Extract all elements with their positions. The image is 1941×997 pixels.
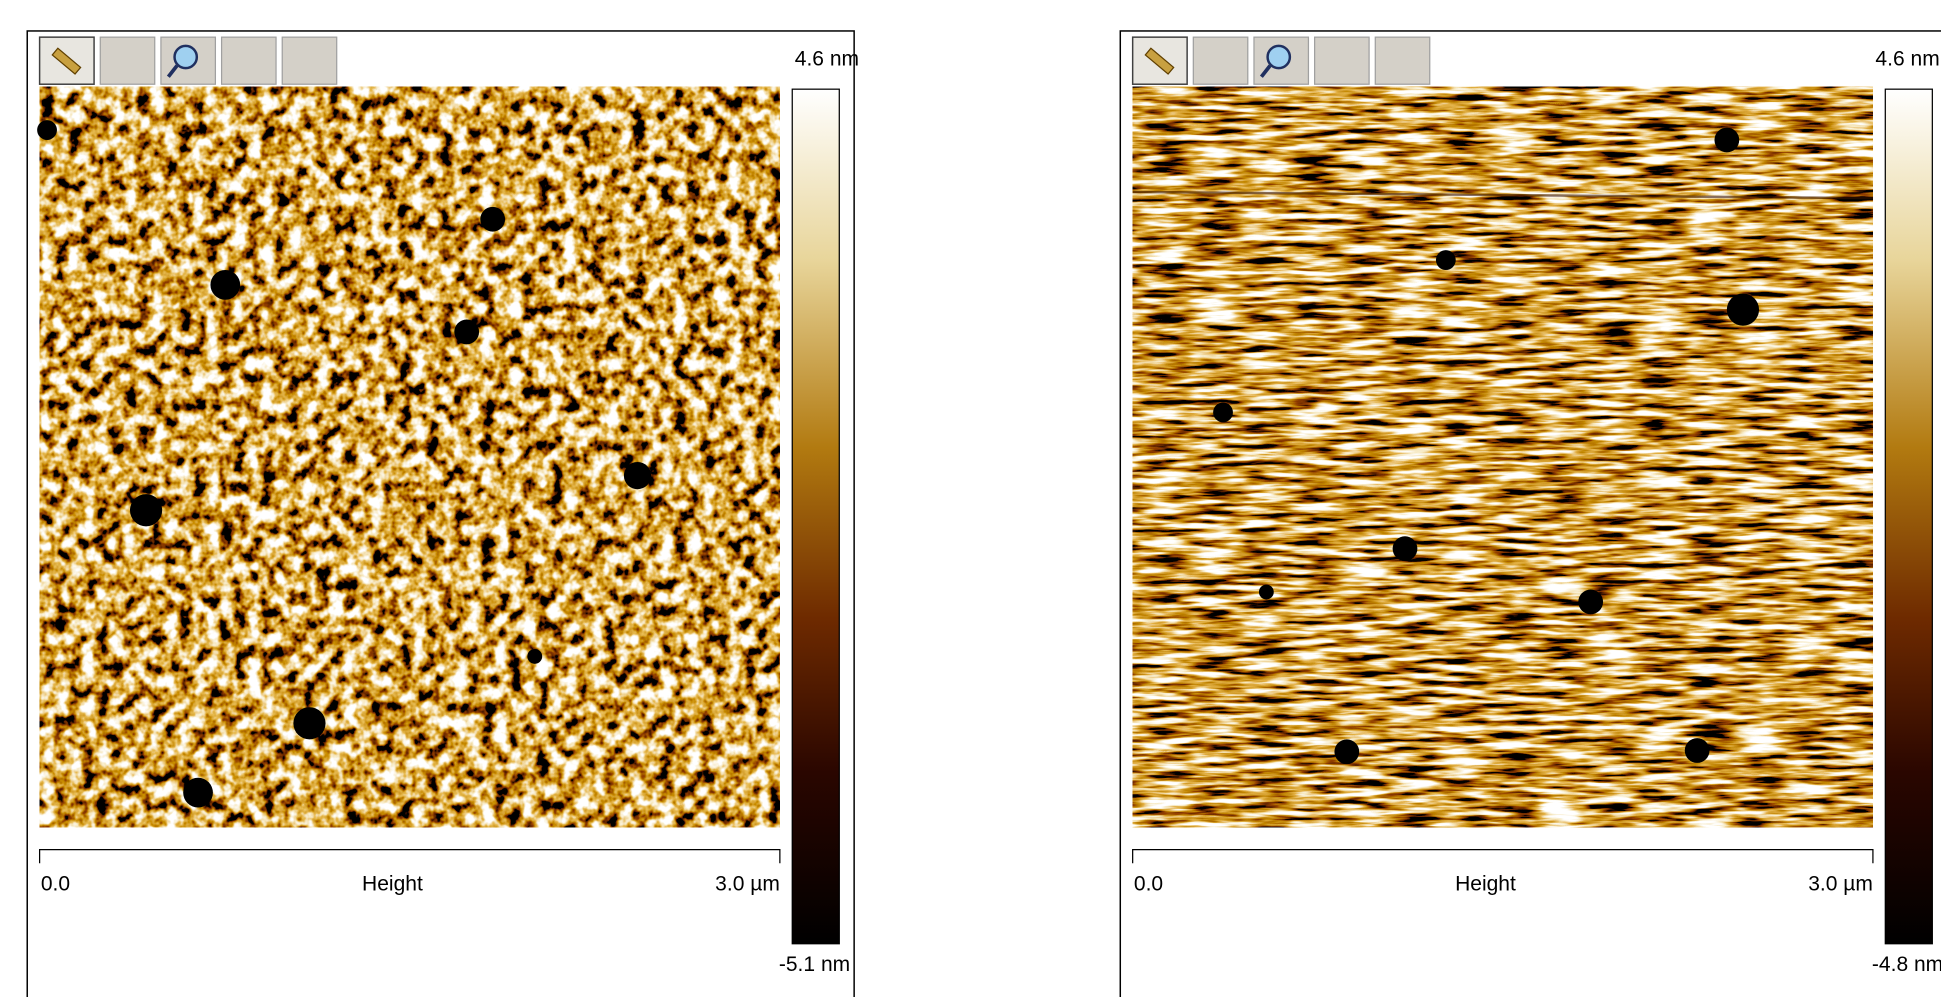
toolbar <box>1131 36 1431 85</box>
height-image <box>39 86 780 828</box>
ruler-icon <box>51 47 82 75</box>
3d-button[interactable] <box>99 36 156 85</box>
toolbar <box>38 36 338 85</box>
afm-panel: 4.6 nm -5.1 nm 0.0 Height 3.0 µm <box>26 30 859 997</box>
3d-button[interactable] <box>1192 36 1249 85</box>
zoom-in-button[interactable] <box>1314 36 1370 85</box>
zoom-handle <box>166 64 179 78</box>
zoom-out-button[interactable] <box>1374 36 1431 85</box>
x-axis <box>1132 848 1874 864</box>
scale-max-label: 4.6 nm <box>1875 48 1939 71</box>
zoom-out-button[interactable] <box>281 36 338 85</box>
scale-max-label: 4.6 nm <box>795 48 859 71</box>
x-end-label: 3.0 µm <box>715 872 780 895</box>
color-scale-bar <box>791 88 840 945</box>
ruler-icon <box>1144 47 1175 75</box>
color-scale-bar <box>1884 88 1933 945</box>
x-end-label: 3.0 µm <box>1808 872 1873 895</box>
zoom-handle <box>1259 64 1272 78</box>
zoom-in-button[interactable] <box>220 36 277 85</box>
scale-min-label: -5.1 nm <box>779 953 850 976</box>
x-axis-label: Height <box>362 872 423 895</box>
afm-panel: 4.6 nm -4.8 nm 0.0 Height 3.0 µm <box>1119 30 1941 997</box>
x-start-label: 0.0 <box>1134 872 1163 895</box>
zoom-icon <box>173 44 199 70</box>
x-start-label: 0.0 <box>41 872 70 895</box>
pits <box>37 120 652 808</box>
scale-min-label: -4.8 nm <box>1872 953 1941 976</box>
scan-artifact <box>1132 190 1873 200</box>
pits <box>1213 127 1760 765</box>
height-image <box>1132 86 1873 828</box>
x-axis-label: Height <box>1455 872 1516 895</box>
x-axis <box>38 848 781 864</box>
zoom-icon <box>1266 44 1292 70</box>
